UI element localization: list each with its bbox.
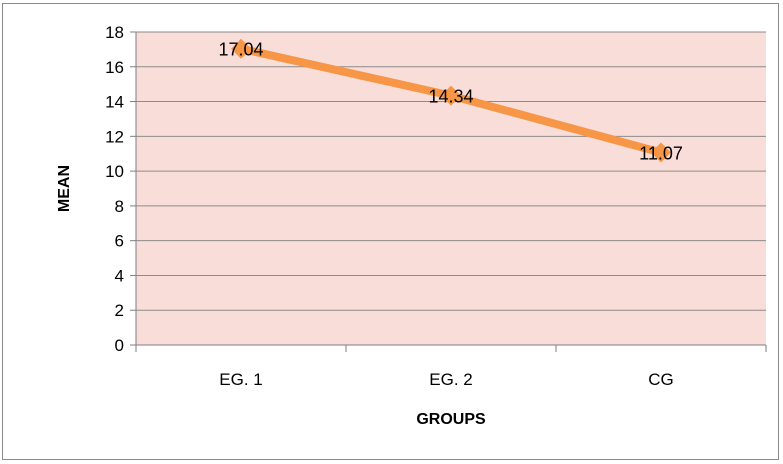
y-tick-label: 18 <box>105 23 124 42</box>
data-label: 17.04 <box>218 40 263 60</box>
axes <box>135 32 767 352</box>
data-point-marker <box>651 142 671 163</box>
y-tick-labels: 0 2 4 6 8 10 12 14 16 18 <box>105 23 124 355</box>
y-tick-label: 2 <box>115 301 124 320</box>
y-tick-label: 14 <box>105 93 124 112</box>
y-tick-label: 12 <box>105 127 124 146</box>
y-tick-label: 10 <box>105 162 124 181</box>
x-axis-title: GROUPS <box>416 411 486 428</box>
data-point-marker <box>441 85 461 106</box>
x-tick-label: EG. 1 <box>219 370 262 389</box>
x-tick-label: CG <box>648 370 674 389</box>
y-tick-label: 16 <box>105 58 124 77</box>
x-tick-labels: EG. 1 EG. 2 CG <box>219 370 673 389</box>
grid-lines <box>130 31 766 346</box>
plot-area <box>136 32 766 345</box>
data-label: 14.34 <box>428 87 473 107</box>
y-tick-label: 8 <box>115 197 124 216</box>
series-layer <box>231 38 671 163</box>
y-tick-label: 4 <box>115 266 124 285</box>
y-tick-label: 6 <box>115 232 124 251</box>
x-tick-label: EG. 2 <box>429 370 472 389</box>
data-point-marker <box>231 38 251 59</box>
data-labels: 17.04 14.34 11.07 <box>218 40 682 164</box>
y-tick-label: 0 <box>115 336 124 355</box>
y-axis-title: MEAN <box>56 165 73 212</box>
data-label: 11.07 <box>639 144 683 164</box>
